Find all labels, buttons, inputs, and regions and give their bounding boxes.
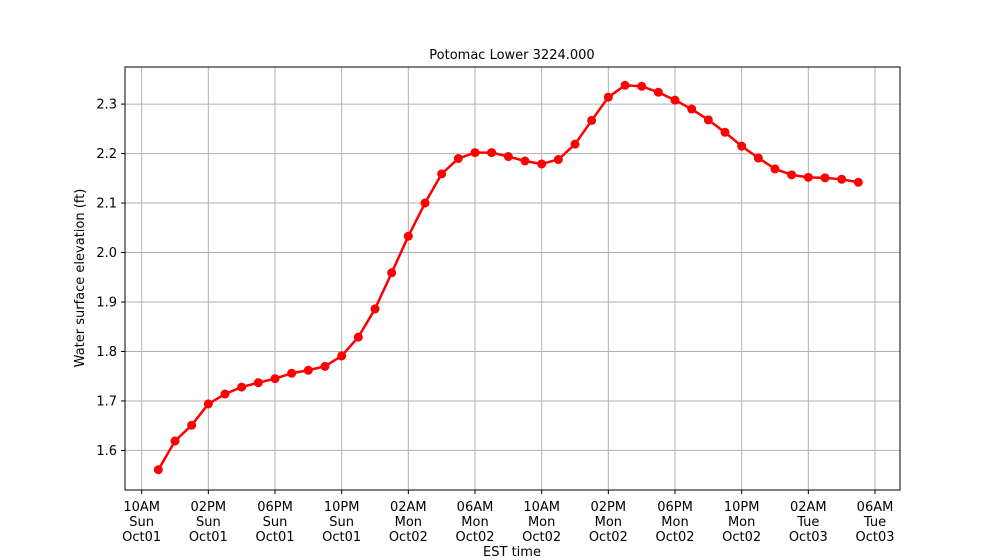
data-point [820,173,830,183]
x-tick-label: 06AM [457,500,494,515]
data-point [270,374,280,384]
data-point [370,304,380,314]
y-tick-label: 1.6 [96,444,117,459]
x-tick-label: Oct01 [255,530,294,545]
data-point [387,268,397,278]
x-tick-label: Tue [796,515,819,530]
chart-title: Potomac Lower 3224.000 [429,48,594,63]
x-tick-label: Mon [461,515,488,530]
data-point [670,95,680,105]
x-tick-label: Mon [395,515,422,530]
x-tick-label: Oct02 [722,530,761,545]
x-tick-label: Oct02 [655,530,694,545]
y-axis-ticks: 1.6 1.7 1.8 1.9 2.0 2.1 2.2 2.3 [96,98,125,459]
data-point [837,174,847,184]
y-tick-label: 2.1 [96,197,117,212]
data-point [803,172,813,182]
x-tick-label: 06PM [257,500,293,515]
data-point [620,80,630,90]
x-tick-label: Sun [196,515,221,530]
x-tick-label: 10AM [123,500,160,515]
x-tick-label: 02PM [591,500,627,515]
x-tick-label: Oct01 [122,530,161,545]
data-point [170,436,180,446]
data-point [153,465,163,475]
data-point [587,115,597,125]
data-point [703,115,713,125]
x-tick-label: 02AM [790,500,827,515]
data-point [753,153,763,163]
data-point [520,156,530,166]
x-tick-label: 06AM [857,500,894,515]
x-tick-label: Oct02 [389,530,428,545]
x-tick-label: Sun [329,515,354,530]
y-tick-label: 1.8 [96,345,117,360]
x-tick-label: Sun [129,515,154,530]
data-point [287,368,297,378]
x-tick-label: Mon [661,515,688,530]
y-tick-label: 1.9 [96,296,117,311]
data-point [737,141,747,151]
data-point [203,399,213,409]
data-point [187,420,197,430]
y-axis-label: Water surface elevation (ft) [73,189,88,368]
data-point [337,351,347,361]
data-point [570,139,580,149]
data-point [787,170,797,180]
data-point [503,152,513,162]
data-point [603,92,613,102]
x-tick-label: 10PM [324,500,360,515]
data-point [653,87,663,97]
data-point [403,231,413,241]
data-point [320,361,330,371]
data-point [470,148,480,158]
data-point [253,378,263,388]
x-tick-label: Tue [863,515,886,530]
data-point [437,169,447,179]
x-tick-label: Mon [528,515,555,530]
series-marker-layer [153,80,863,475]
x-tick-label: 10PM [724,500,760,515]
y-tick-label: 2.2 [96,147,117,162]
data-point [237,382,247,392]
x-tick-label: Oct02 [522,530,561,545]
y-tick-label: 2.0 [96,246,117,261]
data-point [487,148,497,158]
x-tick-label: Oct03 [789,530,828,545]
plot-frame [124,66,901,491]
data-point [720,127,730,137]
x-tick-label: 06PM [657,500,693,515]
x-tick-label: 10AM [523,500,560,515]
x-tick-label: Mon [728,515,755,530]
data-point [637,81,647,91]
x-tick-label: Mon [595,515,622,530]
x-axis-label: EST time [483,545,541,560]
x-tick-label: 02AM [390,500,427,515]
x-tick-label: Oct03 [855,530,894,545]
data-point [537,159,547,169]
data-point [553,155,563,165]
x-tick-label: Oct01 [189,530,228,545]
data-point [353,332,363,342]
data-point [687,104,697,114]
data-point [453,154,463,164]
data-point [303,365,313,375]
grid [125,67,900,490]
y-tick-label: 2.3 [96,98,117,113]
data-point [220,389,230,399]
x-tick-label: Oct02 [455,530,494,545]
x-tick-label: 02PM [191,500,227,515]
y-tick-label: 1.7 [96,394,117,409]
data-point [770,164,780,174]
x-tick-label: Sun [263,515,288,530]
data-point [420,198,430,208]
data-point [853,177,863,187]
x-tick-label: Oct02 [589,530,628,545]
x-tick-label: Oct01 [322,530,361,545]
x-axis-ticks: 10AMSunOct0102PMSunOct0106PMSunOct0110PM… [122,490,895,545]
